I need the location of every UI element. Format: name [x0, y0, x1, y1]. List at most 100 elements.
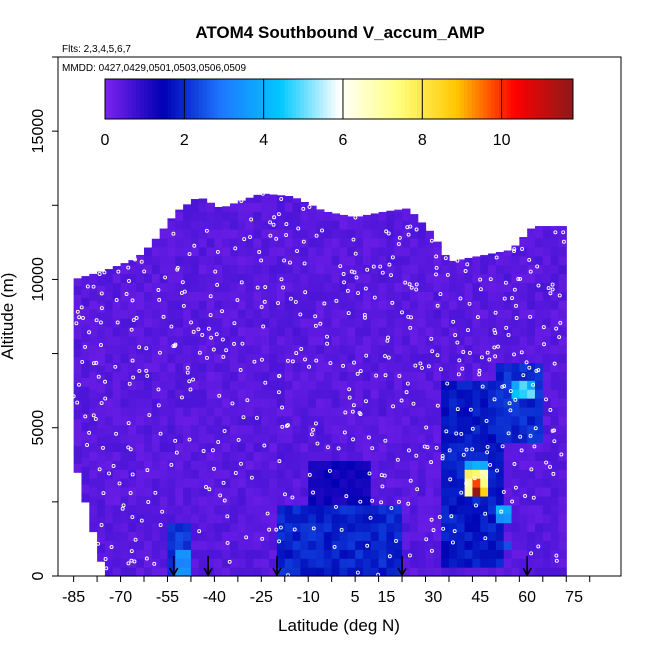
- heatmap-cell: [378, 522, 388, 533]
- heatmap-cell: [402, 469, 411, 479]
- heatmap-cell: [159, 264, 169, 275]
- heatmap-cell: [503, 250, 513, 257]
- heatmap-cell: [89, 282, 98, 292]
- heatmap-cell: [175, 282, 184, 292]
- heatmap-cell: [472, 309, 481, 319]
- heatmap-cell: [190, 549, 200, 559]
- heatmap-cell: [292, 220, 301, 230]
- heatmap-cell: [245, 549, 255, 559]
- heatmap-cell: [386, 424, 395, 435]
- colorbar-segment: [171, 79, 176, 119]
- heatmap-cell: [378, 246, 388, 257]
- heatmap-cell: [441, 273, 450, 283]
- heatmap-cell: [81, 368, 90, 378]
- sample-point: [302, 261, 307, 266]
- colorbar-segment: [456, 79, 461, 119]
- sample-point: [389, 506, 394, 510]
- heatmap-cell: [511, 478, 520, 488]
- heatmap-cell: [198, 389, 208, 399]
- heatmap-cell: [323, 344, 333, 355]
- heatmap-cell: [472, 291, 481, 301]
- heatmap-cell: [230, 326, 239, 337]
- heatmap-cell: [112, 522, 122, 533]
- heatmap-cell: [362, 220, 372, 230]
- heatmap-cell: [253, 220, 262, 230]
- heatmap-cell: [433, 433, 442, 444]
- heatmap-cell: [97, 552, 106, 562]
- heatmap-cell: [128, 433, 137, 444]
- heatmap-cell: [284, 237, 294, 248]
- heatmap-cell: [480, 335, 489, 346]
- colorbar-segment: [245, 79, 250, 119]
- heatmap-cell: [433, 504, 442, 515]
- heatmap-cell: [542, 504, 552, 515]
- heatmap-cell: [81, 341, 90, 352]
- sample-point: [520, 247, 525, 251]
- heatmap-cell: [144, 504, 153, 515]
- heatmap-cell: [245, 246, 255, 257]
- heatmap-cell: [316, 353, 325, 364]
- heatmap-cell: [316, 220, 325, 230]
- heatmap-cell: [370, 273, 380, 283]
- heatmap-cell: [464, 460, 474, 470]
- heatmap-cell: [550, 237, 560, 248]
- heatmap-cell: [347, 273, 356, 283]
- heatmap-cell: [488, 362, 497, 372]
- heatmap-cell: [245, 451, 255, 461]
- heatmap-cell: [409, 335, 419, 346]
- heatmap-cell: [112, 442, 122, 453]
- sample-point: [343, 410, 348, 415]
- heatmap-cell: [558, 317, 567, 328]
- heatmap-cell: [464, 567, 474, 577]
- heatmap-cell: [558, 513, 567, 524]
- sample-point: [435, 303, 440, 308]
- heatmap-cell: [316, 406, 325, 417]
- heatmap-cell: [409, 291, 419, 301]
- heatmap-cell: [402, 513, 411, 524]
- heatmap-cell: [409, 326, 419, 337]
- sample-point: [311, 526, 316, 531]
- heatmap-cell: [370, 558, 380, 568]
- heatmap-cell: [370, 513, 380, 524]
- heatmap-cell: [183, 567, 192, 577]
- heatmap-cell: [206, 531, 215, 542]
- heatmap-cell: [480, 549, 489, 559]
- heatmap-cell: [292, 487, 301, 497]
- heatmap-cell: [245, 495, 255, 506]
- heatmap-cell: [417, 513, 427, 524]
- sample-point: [157, 297, 162, 302]
- heatmap-cell: [370, 380, 380, 390]
- heatmap-cell: [550, 549, 560, 559]
- heatmap-cell: [386, 549, 395, 559]
- heatmap-cell: [511, 371, 520, 381]
- sample-point: [311, 427, 315, 432]
- heatmap-cell: [402, 300, 411, 310]
- heatmap-cell: [409, 264, 419, 275]
- heatmap-cell: [511, 567, 520, 577]
- heatmap-cell: [144, 513, 153, 524]
- heatmap-cell: [488, 433, 497, 444]
- heatmap-cell: [355, 220, 364, 230]
- heatmap-cell: [488, 255, 497, 266]
- heatmap-cell: [112, 451, 122, 461]
- heatmap-cell: [253, 380, 262, 390]
- heatmap-cell: [362, 513, 372, 524]
- sample-point: [492, 345, 497, 350]
- heatmap-cell: [245, 558, 255, 568]
- heatmap-cell: [261, 558, 270, 568]
- heatmap-cell: [81, 395, 90, 405]
- heatmap-cell: [128, 344, 137, 355]
- heatmap-cell: [104, 282, 114, 292]
- heatmap-cell: [316, 273, 325, 283]
- sample-point: [129, 549, 134, 554]
- heatmap-cell: [441, 362, 450, 372]
- sample-point: [451, 319, 456, 324]
- sample-point: [488, 277, 493, 282]
- colorbar-segment: [303, 79, 309, 119]
- heatmap-cell: [347, 460, 356, 470]
- sample-point: [208, 313, 213, 318]
- sample-point: [71, 394, 76, 399]
- heatmap-cell: [261, 540, 270, 550]
- sample-point: [87, 330, 91, 335]
- sample-point: [91, 284, 96, 289]
